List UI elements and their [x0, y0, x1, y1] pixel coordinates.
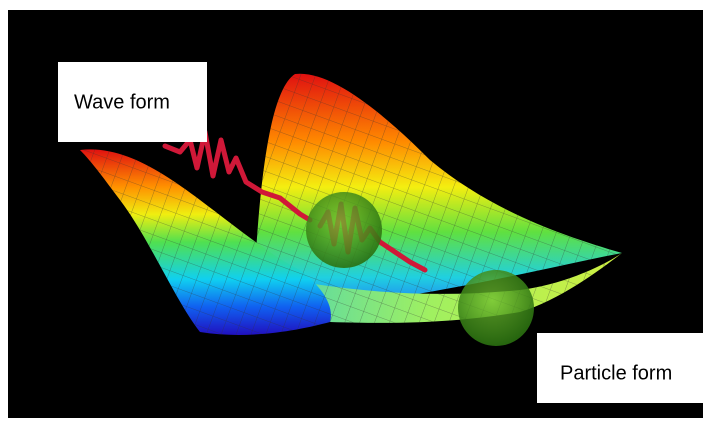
surface-left [80, 149, 331, 335]
sphere-particle [458, 270, 534, 346]
label-wave: Wave form [74, 91, 170, 113]
label-particle: Particle form [560, 362, 672, 384]
label-box [58, 62, 207, 142]
sphere-wave [306, 192, 382, 268]
label-box [537, 333, 703, 403]
